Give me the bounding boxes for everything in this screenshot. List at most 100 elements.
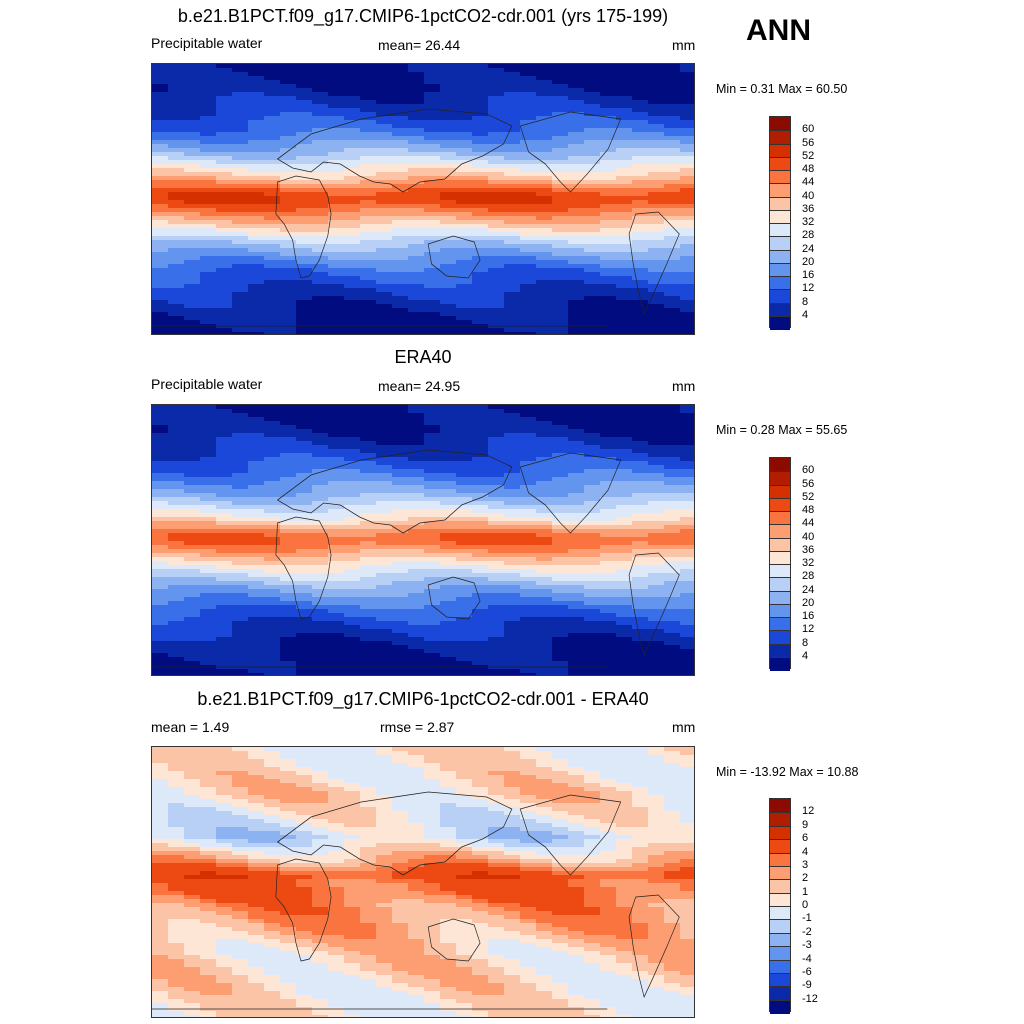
contour-cell xyxy=(664,557,681,562)
contour-cell xyxy=(376,200,393,205)
contour-cell xyxy=(552,332,569,334)
contour-cell xyxy=(488,92,505,97)
contour-cell xyxy=(472,220,489,225)
contour-cell xyxy=(360,300,377,305)
contour-cell xyxy=(424,76,441,81)
contour-cell xyxy=(648,128,665,133)
contour-cell xyxy=(264,747,281,752)
contour-cell xyxy=(376,537,393,542)
contour-cell xyxy=(328,320,345,325)
contour-cell xyxy=(584,601,601,606)
contour-cell xyxy=(424,755,441,760)
contour-cell xyxy=(536,164,553,169)
contour-cell xyxy=(584,637,601,642)
contour-cell xyxy=(552,96,569,101)
contour-cell xyxy=(184,176,201,181)
contour-cell xyxy=(424,328,441,333)
contour-cell xyxy=(648,88,665,93)
contour-cell xyxy=(248,449,265,454)
contour-cell xyxy=(600,272,617,277)
contour-cell xyxy=(680,441,694,446)
contour-cell xyxy=(664,581,681,586)
contour-cell xyxy=(616,751,633,756)
contour-cell xyxy=(248,88,265,93)
contour-cell xyxy=(392,232,409,237)
contour-cell xyxy=(616,429,633,434)
contour-cell xyxy=(376,473,393,478)
contour-cell xyxy=(216,220,233,225)
contour-cell xyxy=(392,104,409,109)
contour-cell xyxy=(312,196,329,201)
contour-cell xyxy=(312,224,329,229)
contour-cell xyxy=(328,497,345,502)
contour-cell xyxy=(504,240,521,245)
contour-cell xyxy=(456,553,473,558)
contour-cell xyxy=(296,609,313,614)
contour-cell xyxy=(232,517,249,522)
contour-cell xyxy=(536,284,553,289)
contour-cell xyxy=(216,657,233,662)
contour-cell xyxy=(264,669,281,674)
contour-cell xyxy=(184,473,201,478)
contour-cell xyxy=(440,132,457,137)
contour-cell xyxy=(520,248,537,253)
contour-cell xyxy=(328,609,345,614)
contour-cell xyxy=(632,573,649,578)
contour-cell xyxy=(232,525,249,530)
contour-cell xyxy=(376,661,393,666)
contour-cell xyxy=(632,457,649,462)
contour-cell xyxy=(424,521,441,526)
contour-cell xyxy=(200,260,217,265)
contour-cell xyxy=(616,172,633,177)
contour-cell xyxy=(472,288,489,293)
contour-cell xyxy=(376,417,393,422)
contour-cell xyxy=(360,429,377,434)
contour-cell xyxy=(216,64,233,69)
contour-cell xyxy=(488,481,505,486)
contour-cell xyxy=(632,84,649,89)
contour-cell xyxy=(408,525,425,530)
contour-cell xyxy=(520,168,537,173)
contour-cell xyxy=(200,585,217,590)
contour-cell xyxy=(216,168,233,173)
contour-cell xyxy=(648,160,665,165)
contour-cell xyxy=(680,629,694,634)
contour-cell xyxy=(216,561,233,566)
contour-cell xyxy=(216,156,233,161)
contour-cell xyxy=(200,240,217,245)
contour-cell xyxy=(440,521,457,526)
contour-cell xyxy=(568,429,585,434)
contour-cell xyxy=(616,88,633,93)
contour-cell xyxy=(648,641,665,646)
coastline xyxy=(275,175,332,279)
contour-cell xyxy=(504,549,521,554)
contour-cell xyxy=(584,320,601,325)
contour-cell xyxy=(568,767,585,772)
contour-cell xyxy=(232,100,249,105)
contour-cell xyxy=(520,128,537,133)
contour-cell xyxy=(328,248,345,253)
contour-cell xyxy=(568,136,585,141)
contour-cell xyxy=(424,64,441,69)
contour-cell xyxy=(520,505,537,510)
contour-cell xyxy=(632,525,649,530)
contour-cell xyxy=(616,100,633,105)
contour-cell xyxy=(616,188,633,193)
contour-cell xyxy=(312,192,329,197)
contour-cell xyxy=(296,505,313,510)
contour-cell xyxy=(680,300,694,305)
contour-cell xyxy=(616,272,633,277)
contour-cell xyxy=(296,617,313,622)
contour-cell xyxy=(216,613,233,618)
contour-cell xyxy=(360,473,377,478)
contour-cell xyxy=(344,755,361,760)
contour-cell xyxy=(360,64,377,69)
contour-cell xyxy=(664,625,681,630)
contour-cell xyxy=(664,156,681,161)
contour-cell xyxy=(216,751,233,756)
contour-cell xyxy=(632,320,649,325)
contour-cell xyxy=(184,485,201,490)
contour-cell xyxy=(376,405,393,410)
contour-cell xyxy=(536,236,553,241)
contour-cell xyxy=(248,148,265,153)
